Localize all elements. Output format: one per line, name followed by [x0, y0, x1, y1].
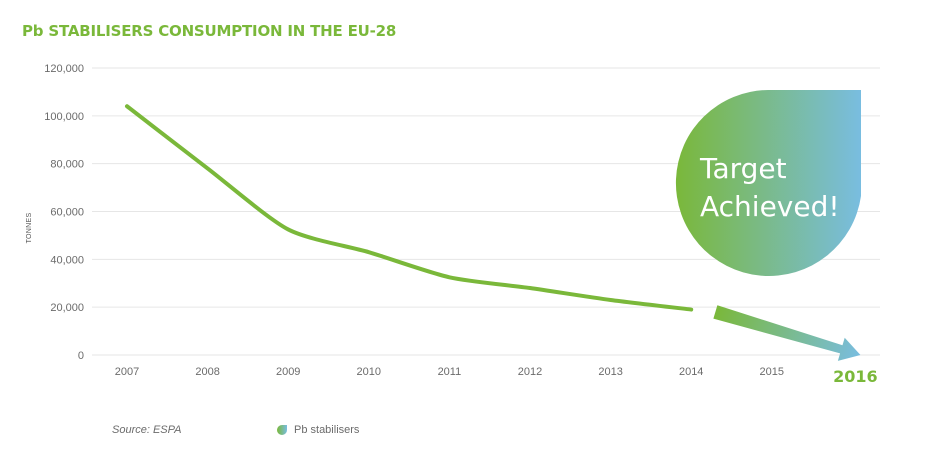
legend-swatch-icon	[277, 425, 287, 435]
legend-label: Pb stabilisers	[294, 424, 360, 436]
badge-line-1: Target	[699, 152, 787, 185]
badge-line-2: Achieved!	[700, 190, 840, 223]
y-tick-label: 80,000	[50, 159, 84, 171]
trend-arrow-body	[713, 305, 861, 361]
trend-arrow-shape	[713, 305, 861, 361]
trend-arrow	[713, 305, 861, 361]
target-achieved-badge: Target Achieved!	[675, 90, 861, 276]
x-axis-ticks: 2007 2008 2009 2010 2011 2012 2013 2014 2015 2016	[115, 366, 878, 386]
series-line	[125, 104, 694, 312]
y-tick-label: 100,000	[44, 111, 84, 123]
x-tick-label: 2012	[518, 366, 542, 378]
y-axis-label: TONNES	[26, 213, 33, 244]
y-tick-label: 20,000	[50, 302, 84, 314]
badge-shape	[675, 90, 861, 276]
x-tick-label: 2007	[115, 366, 139, 378]
y-tick-label: 40,000	[50, 254, 84, 266]
source-note: Source: ESPA	[112, 424, 182, 436]
y-tick-label: 120,000	[44, 63, 84, 75]
x-tick-label: 2009	[276, 366, 300, 378]
x-tick-label: 2013	[598, 366, 622, 378]
x-tick-label: 2008	[195, 366, 219, 378]
y-tick-label: 60,000	[50, 207, 84, 219]
legend: Pb stabilisers	[276, 424, 359, 436]
y-tick-label: 0	[78, 350, 84, 362]
x-tick-label: 2014	[679, 366, 703, 378]
x-tick-label: 2010	[357, 366, 381, 378]
x-tick-label: 2015	[760, 366, 784, 378]
series-layer	[125, 104, 694, 312]
x-tick-label-highlight: 2016	[833, 367, 878, 386]
x-tick-label: 2011	[438, 366, 462, 378]
chart-title: Pb STABILISERS CONSUMPTION IN THE EU-28	[22, 22, 397, 40]
y-axis-ticks: 0 20,000 40,000 60,000 80,000 100,000 120,000	[44, 63, 84, 362]
